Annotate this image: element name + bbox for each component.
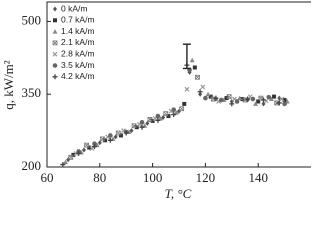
point [147,117,153,122]
point [134,125,139,130]
point [200,84,206,90]
point [107,137,113,143]
point [60,162,66,168]
legend-marker [52,63,58,68]
point [234,99,240,104]
point [282,98,287,103]
point [103,138,108,143]
point [155,113,161,119]
point [131,123,137,129]
point [282,101,287,107]
legend-marker [52,29,58,34]
legend-marker [53,6,57,12]
point [92,141,97,147]
point [229,101,235,107]
point [240,97,245,102]
legend-label: 1.4 kA/m [61,26,95,36]
point [139,124,145,130]
point [62,159,68,165]
y-tick-label: 350 [22,85,42,100]
legend-marker [52,40,58,46]
point [166,114,171,119]
point [161,115,166,120]
legend-label: 2.8 kA/m [61,48,95,58]
x-axis-title: T, °C [165,186,192,201]
point [92,144,98,150]
point [256,99,261,104]
legend-label: 0.7 kA/m [61,15,95,25]
point [276,100,282,106]
point [118,133,123,138]
point [76,150,82,156]
point [279,96,285,102]
point [226,94,232,100]
point [272,94,277,99]
legend-marker [52,74,58,80]
point [173,110,179,115]
point [113,134,118,140]
point [260,97,266,103]
legend-label: 4.2 kA/m [61,71,95,81]
point [189,57,195,63]
chart: T, °C q, kW/m² 60 80 100 120 140 200 350 500 0 k… [1,1,311,201]
error-bar [182,43,191,70]
point [208,94,213,99]
point [179,106,185,112]
point [250,96,256,102]
legend-marker [53,18,57,23]
point [171,112,177,118]
legend-label: 3.5 kA/m [61,60,95,70]
legend-marker [52,51,58,57]
y-axis-title: q, kW/m² [1,60,16,109]
point [203,95,208,101]
point [145,120,150,126]
x-tick-label: 60 [41,170,54,185]
point [245,96,251,102]
point [171,107,177,113]
point [108,133,113,138]
point [182,101,187,106]
y-tick-label: 500 [22,12,42,27]
point [163,111,169,117]
point [155,117,161,123]
point [268,96,274,102]
point [158,115,164,121]
point [81,147,86,153]
point [139,120,145,125]
point [84,142,89,148]
point [71,152,76,157]
point [150,118,155,123]
point [253,101,259,106]
point [192,65,197,70]
legend-label: 2.1 kA/m [61,37,95,47]
point [123,130,129,136]
point [129,128,134,134]
point [87,145,92,150]
point [218,97,224,103]
point [100,136,105,142]
point [224,96,229,101]
point [205,91,211,97]
point [237,95,243,101]
legend-label: 0 kA/m [61,3,87,13]
point [195,74,200,80]
x-tick-label: 120 [196,170,216,185]
point [184,86,190,92]
y-tick-label: 200 [22,158,42,173]
x-tick-label: 140 [248,170,268,185]
axis-frame [46,1,311,168]
point [115,130,121,136]
point [266,94,272,100]
point [68,154,74,160]
point [213,95,219,101]
x-tick-label: 100 [143,170,163,185]
point [197,89,203,95]
x-tick-label: 80 [93,170,106,185]
point [97,140,102,146]
